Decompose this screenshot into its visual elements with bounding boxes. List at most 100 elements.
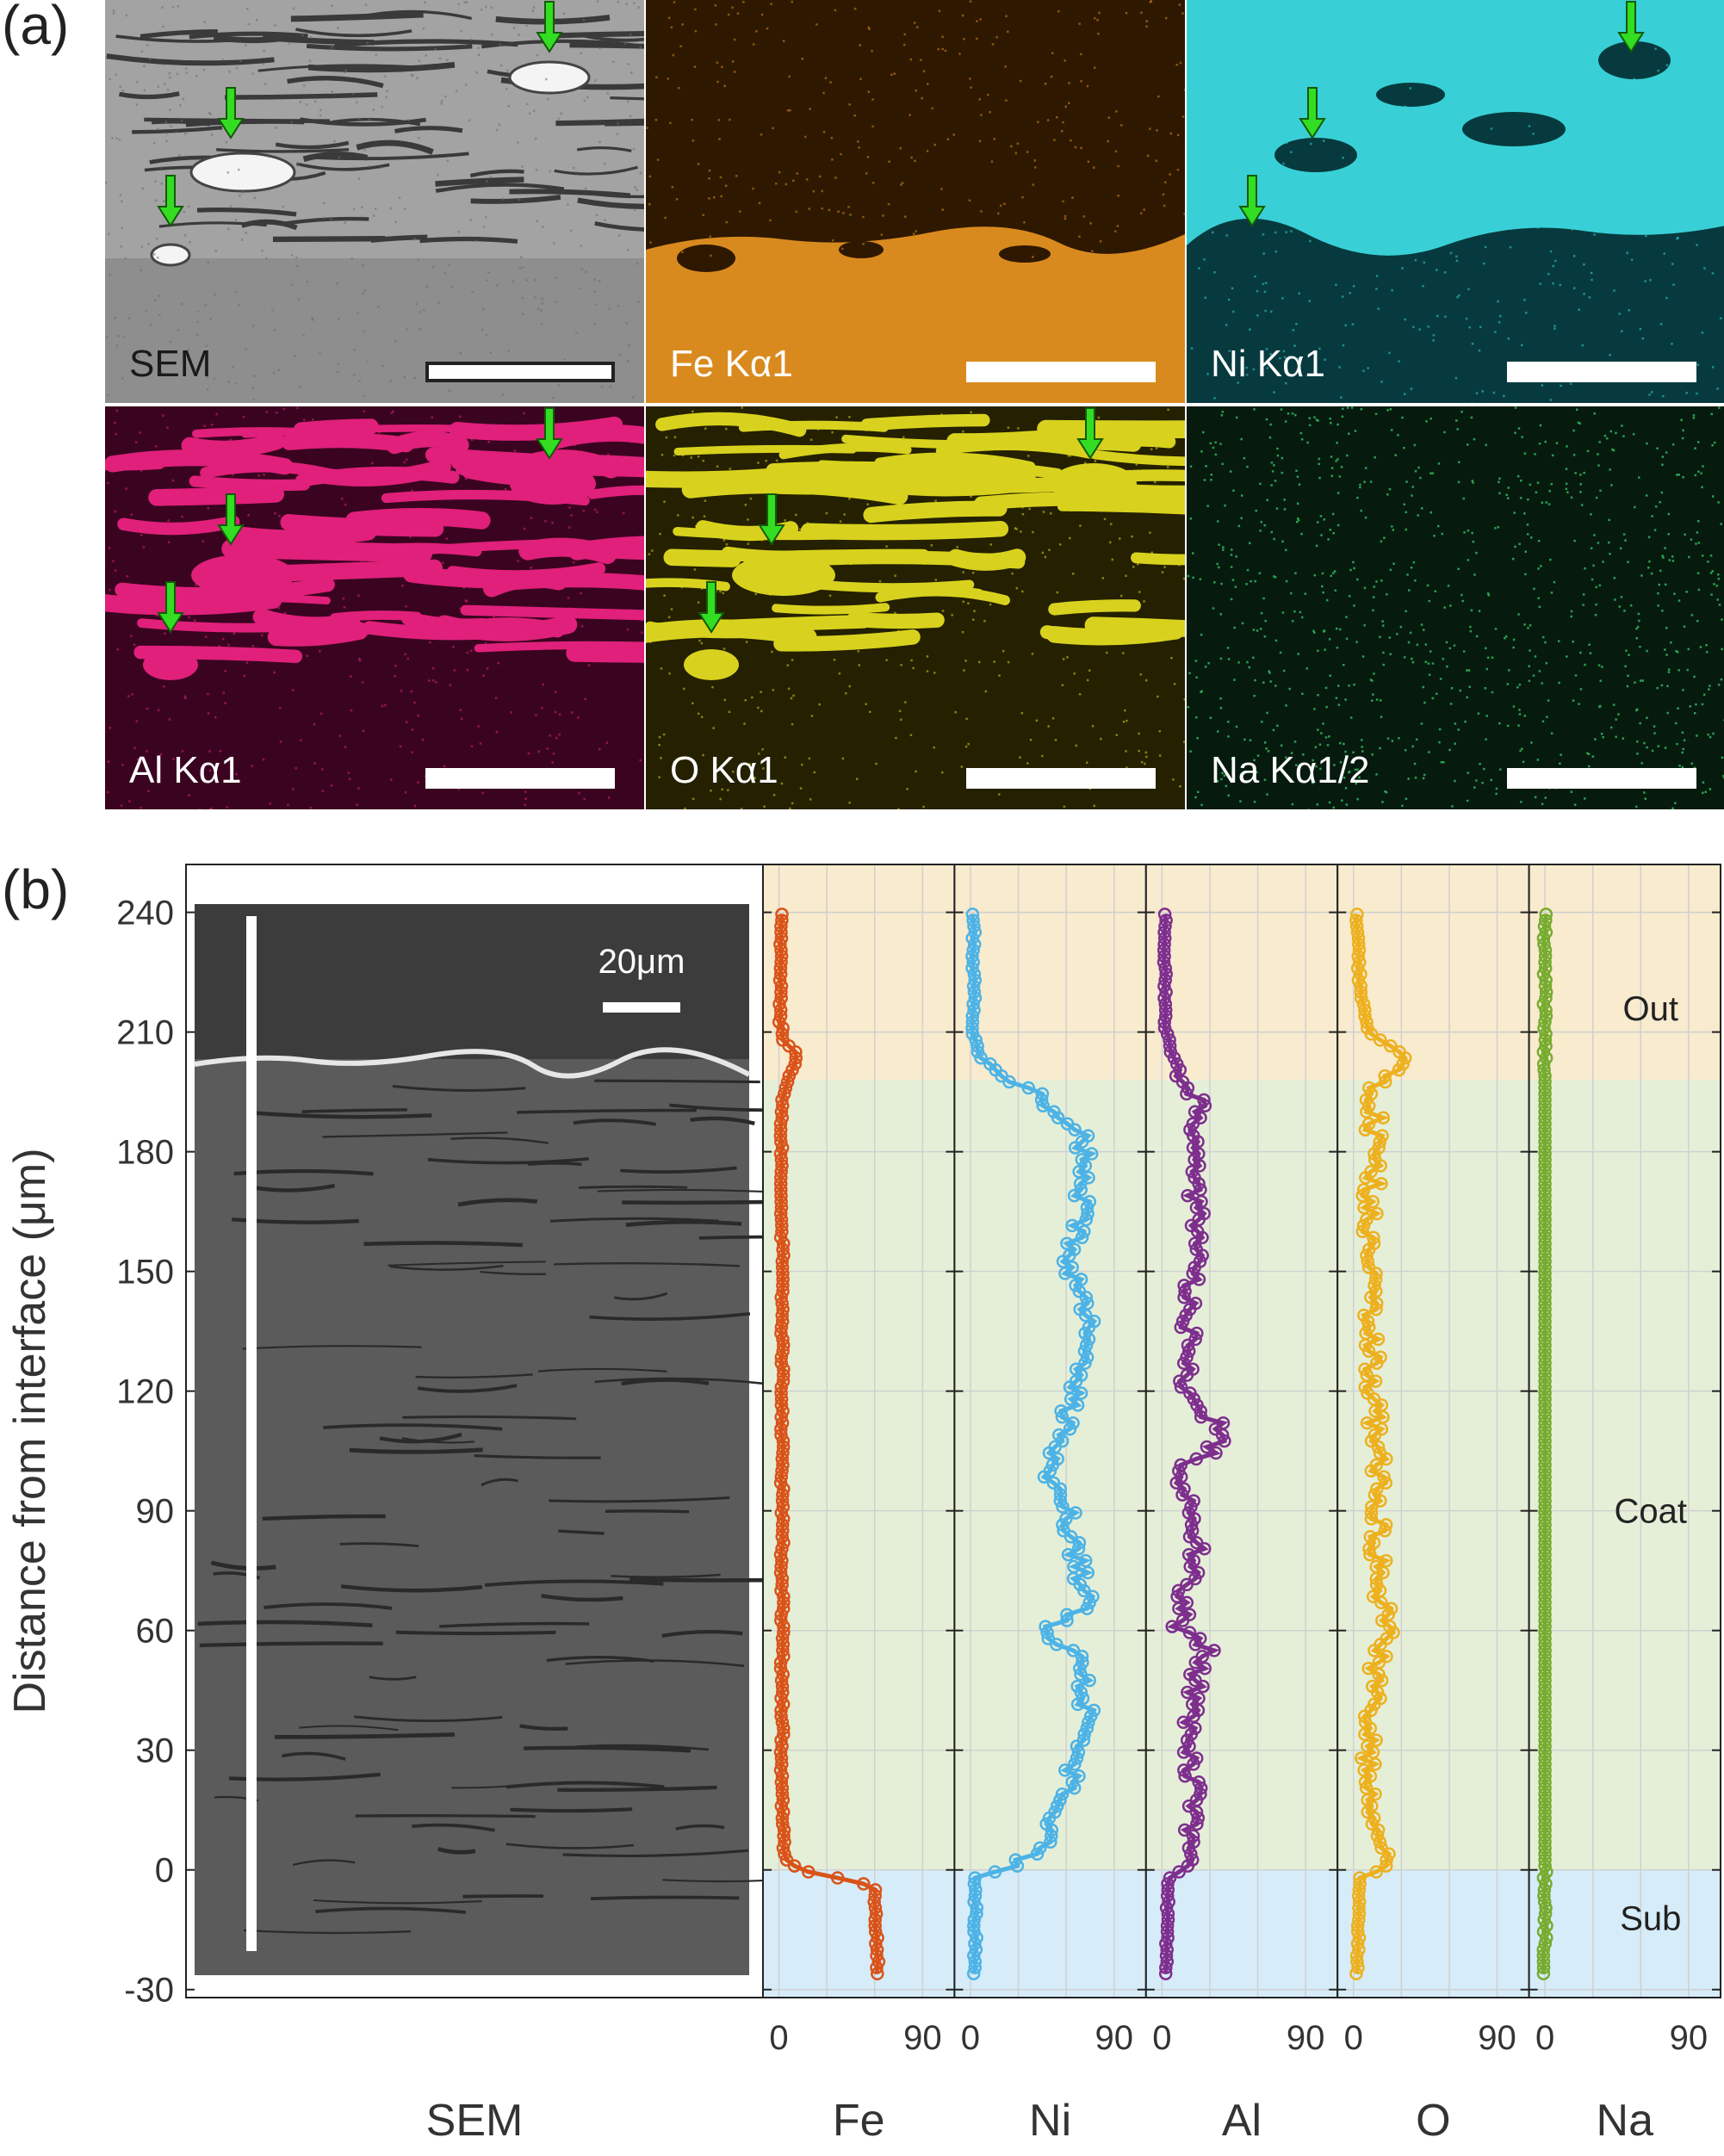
data-point (1183, 1667, 1197, 1682)
data-point (1188, 1171, 1201, 1185)
data-point (1082, 1171, 1095, 1185)
y-tick-label: 60 (136, 1613, 175, 1651)
data-point (857, 1877, 871, 1891)
data-point (1174, 1320, 1188, 1335)
data-point (1360, 1416, 1374, 1430)
data-point (1081, 1565, 1095, 1580)
data-point (1056, 1500, 1070, 1514)
data-point (1356, 997, 1371, 1011)
data-point (1087, 1314, 1101, 1329)
eds-map-ni: Ni Kα1 (1187, 0, 1724, 403)
sem-lamella (299, 1725, 399, 1732)
data-point (1187, 1494, 1200, 1508)
green-arrow-marker (1617, 1, 1645, 53)
sem-lamella (450, 1137, 549, 1144)
data-point (1174, 1380, 1188, 1394)
data-point (1357, 1763, 1371, 1777)
data-point (1367, 1230, 1380, 1245)
sem-lamella (621, 1378, 710, 1386)
sem-column-title: SEM (426, 2096, 524, 2146)
eds-map-na: Na Kα1/2 (1187, 406, 1724, 809)
data-point (1216, 1416, 1231, 1430)
data-point (1048, 1805, 1062, 1819)
data-point (868, 1889, 882, 1903)
data-point (1374, 1033, 1387, 1047)
data-point (1368, 1757, 1382, 1771)
data-point (1055, 1787, 1070, 1801)
sem-lamella (594, 1377, 782, 1387)
region-band (1337, 1869, 1529, 1998)
data-point (1370, 1829, 1385, 1843)
data-point (1071, 1541, 1086, 1556)
sem-lamella (549, 1496, 730, 1503)
x-tick-label: 90 (903, 2019, 942, 2057)
data-point (1364, 1087, 1379, 1101)
sem-lamella (517, 1108, 697, 1114)
data-point (1181, 1547, 1196, 1562)
data-point (776, 1242, 790, 1256)
data-point (774, 1733, 788, 1747)
data-point (1350, 908, 1364, 921)
data-point (1087, 1703, 1101, 1718)
sem-lamella (541, 1594, 623, 1602)
data-point (1369, 1577, 1384, 1592)
x-tick-label: 0 (1535, 2019, 1554, 2057)
eds-map-label: O Kα1 (670, 749, 778, 791)
data-point (1366, 1194, 1380, 1209)
data-point (1373, 1135, 1387, 1149)
sem-lamella (315, 1906, 466, 1914)
data-point (777, 1338, 791, 1353)
data-point (1058, 1763, 1072, 1777)
data-point (1082, 1715, 1095, 1730)
data-point (1207, 1644, 1221, 1657)
sem-lamella (474, 1454, 601, 1459)
data-point (789, 1050, 803, 1065)
data-point (970, 1906, 983, 1921)
data-point (1537, 1063, 1551, 1077)
sem-lamella (247, 1110, 432, 1119)
data-point (776, 1434, 791, 1448)
data-point (1380, 1650, 1393, 1663)
green-arrow-marker (1299, 87, 1326, 139)
element-column-title: O (1416, 2096, 1450, 2146)
data-point (1373, 1446, 1387, 1460)
scale-bar (1507, 768, 1696, 789)
data-point (1358, 1362, 1372, 1376)
sem-lamella (402, 1415, 577, 1421)
data-point (1182, 1608, 1197, 1621)
sem-lamella (323, 1423, 503, 1431)
data-point (1374, 1841, 1388, 1855)
data-point (1075, 1153, 1089, 1167)
eds-map-fe: Fe Kα1 (646, 0, 1185, 403)
data-point (1361, 1320, 1376, 1335)
region-band (954, 1869, 1146, 1998)
sem-surface-edge (194, 1047, 751, 1079)
data-point (1080, 1721, 1095, 1735)
data-point (1189, 1751, 1204, 1765)
sem-lamella (313, 1899, 482, 1905)
panel-a-label: (a) (2, 0, 70, 56)
data-point (1195, 1650, 1209, 1663)
data-point (1384, 1039, 1398, 1053)
sem-lamella (575, 1744, 710, 1751)
sem-lamella (622, 1199, 774, 1205)
green-arrow-marker (536, 407, 563, 460)
data-point (1060, 1608, 1074, 1621)
eds-map-al: Al Kα1 (105, 406, 644, 809)
data-point (1539, 908, 1553, 921)
data-point (1054, 1404, 1068, 1418)
data-point (775, 908, 789, 921)
element-column-ni: 0 90 Ni (953, 864, 1147, 2146)
sem-lamella (369, 1676, 417, 1681)
data-point (1360, 1248, 1374, 1262)
data-point (1375, 1129, 1389, 1143)
column-frame (1528, 864, 1721, 1998)
sem-lamella (505, 1781, 665, 1789)
data-point (777, 1721, 791, 1735)
y-tick-label: 30 (136, 1732, 175, 1770)
data-point (1188, 1296, 1203, 1310)
data-point (774, 1614, 788, 1627)
data-point (1180, 1087, 1194, 1101)
data-point (1181, 1188, 1194, 1203)
sem-lamella (355, 1814, 536, 1818)
